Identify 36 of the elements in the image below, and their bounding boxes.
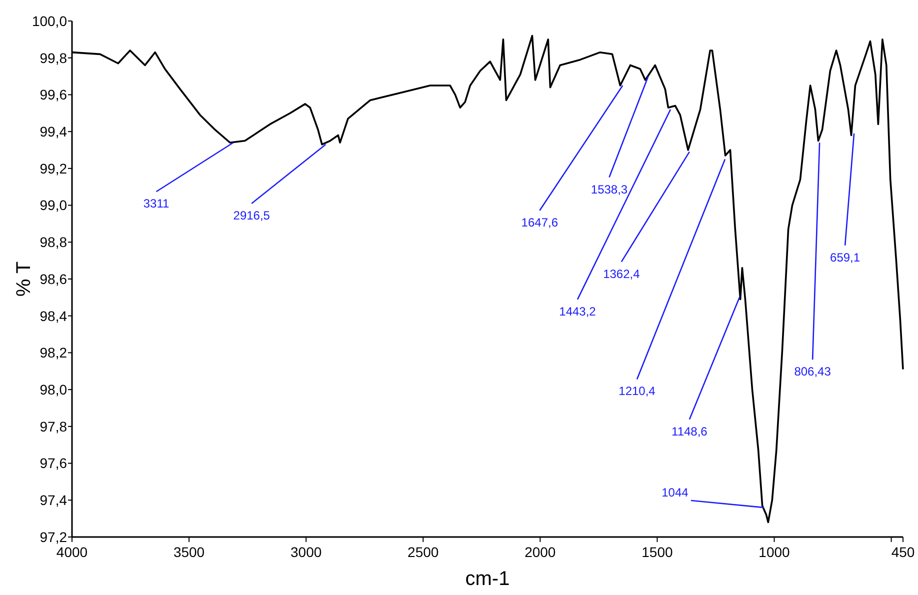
y-tick-label: 97,2 [40,528,68,545]
annotation: 1443,2 [559,304,596,318]
y-tick-label: 99,6 [40,86,68,103]
y-tick-label: 99,2 [40,160,68,176]
annotation: 659,1 [830,250,860,264]
y-tick-label: 98,4 [40,308,68,324]
y-tick-label: 97,6 [40,455,68,472]
annotation: 2916,5 [233,208,270,222]
y-tick-label: 97,8 [40,418,68,434]
y-tick-label: 98,2 [40,344,68,361]
annotation: 1647,6 [521,216,558,230]
annotation: 806,43 [794,364,832,379]
y-tick-label: 99,8 [40,50,68,66]
annotation: 1210,4 [618,384,656,398]
annotation: 1044 [662,486,689,500]
x-tick-label: 3500 [173,544,205,560]
x-tick-label: 3000 [290,544,322,560]
y-axis-title: % T [13,261,35,297]
y-tick-label: 98,6 [40,270,68,287]
y-tick-label: 98,0 [40,381,68,398]
x-tick-label: 2500 [408,544,439,560]
y-tick-label: 98,8 [40,234,68,250]
x-tick-label: 1500 [642,544,673,560]
x-tick-label: 450 [891,544,915,560]
annotation: 3311 [143,196,170,211]
x-axis-title: cm-1 [465,568,510,590]
annotation: 1538,3 [590,182,628,196]
annotation: 1148,6 [672,424,708,438]
y-tick-label: 99,4 [40,123,68,140]
annotation: 1362,4 [603,266,640,281]
y-tick-label: 99,0 [40,197,68,214]
y-tick-label: 100,0 [32,12,68,29]
y-tick-label: 97,4 [40,492,68,508]
x-tick-label: 4000 [56,544,88,560]
x-tick-label: 1000 [758,544,790,560]
x-tick-label: 2000 [524,544,556,560]
